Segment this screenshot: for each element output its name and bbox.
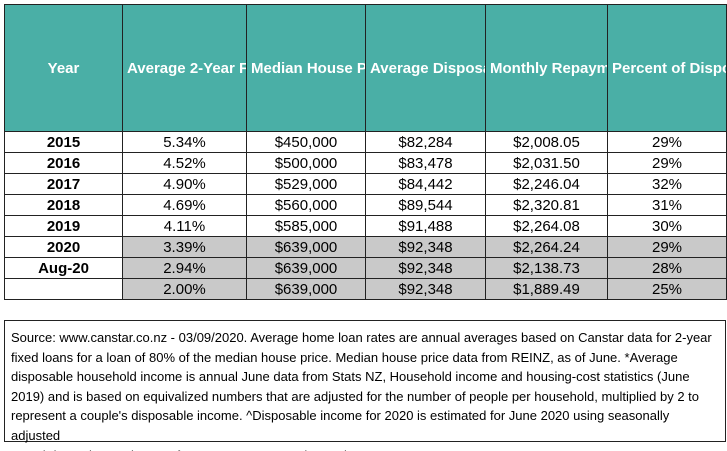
- median-price-cell: $639,000: [246, 236, 366, 258]
- header-median-price: Median House Price: [246, 4, 366, 132]
- median-price-cell: $639,000: [246, 257, 366, 279]
- percent-income-cell: 31%: [607, 194, 727, 216]
- loan-rate-cell: 4.90%: [122, 173, 247, 195]
- disposable-income-cell: $89,544: [365, 194, 486, 216]
- disposable-income-cell: $91,488: [365, 215, 486, 237]
- table-row: 2016 4.52% $500,000 $83,478 $2,031.50 29%: [4, 152, 727, 174]
- table-row: 2019 4.11% $585,000 $91,488 $2,264.08 30%: [4, 215, 727, 237]
- disposable-income-cell: $92,348: [365, 236, 486, 258]
- loan-rate-cell: 5.34%: [122, 131, 247, 153]
- median-price-cell: $639,000: [246, 278, 366, 300]
- loan-rate-cell: 2.94%: [122, 257, 247, 279]
- median-price-cell: $450,000: [246, 131, 366, 153]
- table-body: 2015 5.34% $450,000 $82,284 $2,008.05 29% 2016…: [4, 131, 727, 300]
- monthly-repayment-cell: $2,320.81: [485, 194, 608, 216]
- median-price-cell: $529,000: [246, 173, 366, 195]
- monthly-repayment-cell: $2,246.04: [485, 173, 608, 195]
- median-price-cell: $560,000: [246, 194, 366, 216]
- disposable-income-cell: $92,348: [365, 278, 486, 300]
- table-row: 2015 5.34% $450,000 $82,284 $2,008.05 29%: [4, 131, 727, 153]
- table-row: Aug-20 2.94% $639,000 $92,348 $2,138.73 28%: [4, 257, 727, 279]
- year-cell: Aug-20: [4, 257, 123, 279]
- percent-income-cell: 29%: [607, 236, 727, 258]
- year-cell: [4, 278, 123, 300]
- percent-income-cell: 30%: [607, 215, 727, 237]
- header-year: Year: [4, 4, 123, 132]
- year-cell: 2020: [4, 236, 123, 258]
- median-price-cell: $500,000: [246, 152, 366, 174]
- loan-rate-cell: 4.52%: [122, 152, 247, 174]
- loan-rate-cell: 4.11%: [122, 215, 247, 237]
- header-disposable-income: Average Disposable Household Income for …: [365, 4, 486, 132]
- disposable-income-cell: $92,348: [365, 257, 486, 279]
- monthly-repayment-cell: $2,264.08: [485, 215, 608, 237]
- year-cell: 2018: [4, 194, 123, 216]
- percent-income-cell: 25%: [607, 278, 727, 300]
- year-cell: 2015: [4, 131, 123, 153]
- table-row: 2.00% $639,000 $92,348 $1,889.49 25%: [4, 278, 727, 300]
- header-row: Year Average 2-Year Fixed Home Loan Rate…: [4, 4, 727, 132]
- disposable-income-cell: $84,442: [365, 173, 486, 195]
- table-row: 2020 3.39% $639,000 $92,348 $2,264.24 29%: [4, 236, 727, 258]
- percent-income-cell: 29%: [607, 152, 727, 174]
- median-price-cell: $585,000: [246, 215, 366, 237]
- table-row: 2018 4.69% $560,000 $89,544 $2,320.81 31%: [4, 194, 727, 216]
- table-row: 2017 4.90% $529,000 $84,442 $2,246.04 32%: [4, 173, 727, 195]
- loan-rate-cell: 3.39%: [122, 236, 247, 258]
- source-footnote: Source: www.canstar.co.nz - 03/09/2020. …: [4, 320, 726, 451]
- monthly-repayment-cell: $1,889.49: [485, 278, 608, 300]
- table-header: Year Average 2-Year Fixed Home Loan Rate…: [4, 4, 727, 132]
- year-cell: 2019: [4, 215, 123, 237]
- percent-income-cell: 28%: [607, 257, 727, 279]
- loan-rate-cell: 4.69%: [122, 194, 247, 216]
- percent-income-cell: 32%: [607, 173, 727, 195]
- header-percent-income: Percent of Disposable Income: [607, 4, 727, 132]
- percent-income-cell: 29%: [607, 131, 727, 153]
- monthly-repayment-cell: $2,138.73: [485, 257, 608, 279]
- header-monthly-repayment: Monthly Repayment: [485, 4, 608, 132]
- disposable-income-cell: $82,284: [365, 131, 486, 153]
- header-loan-rate: Average 2-Year Fixed Home Loan Rate: [122, 4, 247, 132]
- monthly-repayment-cell: $2,008.05: [485, 131, 608, 153]
- year-cell: 2016: [4, 152, 123, 174]
- disposable-income-cell: $83,478: [365, 152, 486, 174]
- year-cell: 2017: [4, 173, 123, 195]
- loan-affordability-table: Year Average 2-Year Fixed Home Loan Rate…: [4, 4, 727, 300]
- monthly-repayment-cell: $2,031.50: [485, 152, 608, 174]
- monthly-repayment-cell: $2,264.24: [485, 236, 608, 258]
- loan-rate-cell: 2.00%: [122, 278, 247, 300]
